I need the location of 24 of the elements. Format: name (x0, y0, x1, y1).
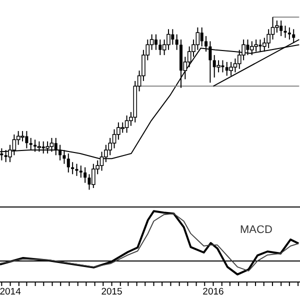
candlestick (154, 34, 158, 50)
candlestick (29, 137, 32, 151)
candlestick (229, 61, 233, 76)
candlestick (92, 163, 96, 189)
annotation: MACD (240, 224, 272, 236)
candlestick (120, 122, 125, 134)
candlestick (158, 39, 162, 56)
candlestick (112, 128, 116, 149)
candlestick (288, 26, 291, 40)
x-tick-label: 2015 (101, 286, 122, 298)
candlestick (175, 34, 178, 50)
candlestick (84, 166, 87, 184)
candlestick (50, 137, 54, 152)
candlestick (37, 140, 42, 152)
candlestick (270, 16, 275, 40)
candlestick (79, 165, 82, 178)
candlestick (20, 130, 24, 142)
candlestick (233, 58, 238, 73)
x-tick-label: 2016 (202, 286, 224, 298)
x-tick-label: 2014 (0, 286, 21, 298)
candlestick (46, 140, 50, 154)
candlestick (12, 134, 16, 156)
candlestick (124, 114, 129, 134)
candlestick (54, 137, 58, 156)
